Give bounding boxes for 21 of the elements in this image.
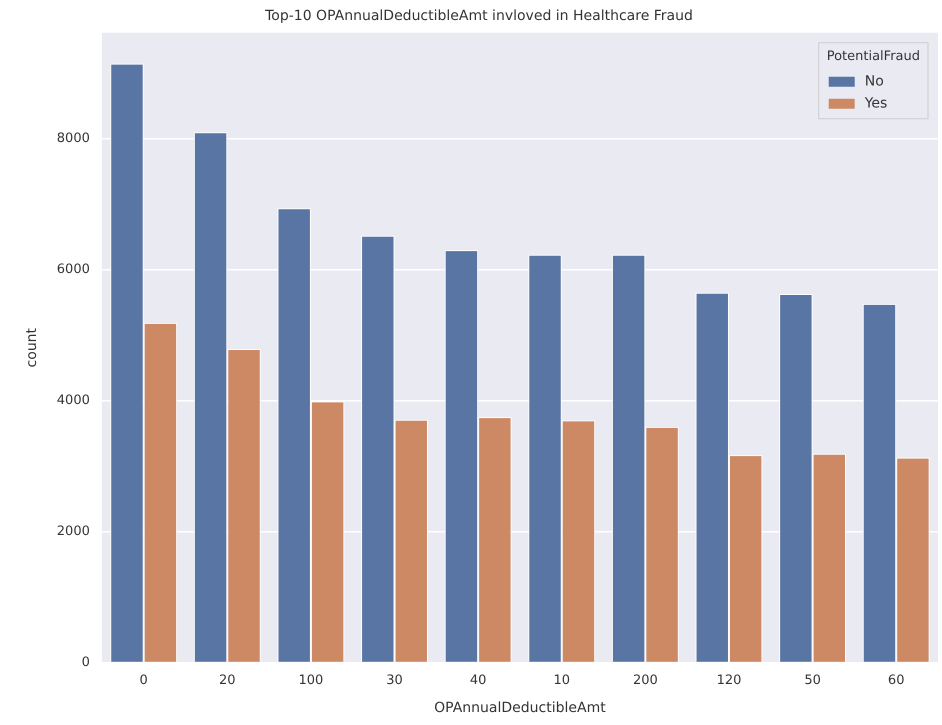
legend-label: Yes — [864, 95, 888, 112]
y-tick-label: 2000 — [56, 524, 90, 540]
y-tick-label: 0 — [82, 654, 90, 670]
legend-title: PotentialFraud — [826, 49, 920, 64]
y-axis-title: count — [24, 327, 40, 368]
x-tick-label: 120 — [716, 672, 742, 688]
y-tick-label: 6000 — [56, 262, 90, 278]
x-tick-label: 50 — [804, 672, 821, 688]
y-tick-label: 4000 — [56, 393, 90, 408]
x-tick-label: 30 — [386, 672, 403, 688]
chart-title: Top-10 OPAnnualDeductibleAmt invloved in Healthcare Fraud — [264, 8, 693, 24]
x-tick-label: 40 — [470, 672, 486, 688]
x-tick-label: 60 — [888, 672, 904, 688]
x-tick-label: 100 — [298, 672, 324, 688]
x-tick-label: 10 — [553, 672, 570, 688]
x-tick-label: 20 — [219, 672, 236, 688]
y-tick-label: 8000 — [56, 131, 90, 146]
legend-label: No — [864, 73, 884, 90]
x-tick-label: 0 — [140, 672, 148, 688]
x-axis-title: OPAnnualDeductibleAmt — [434, 700, 606, 716]
x-tick-label: 200 — [632, 672, 658, 688]
